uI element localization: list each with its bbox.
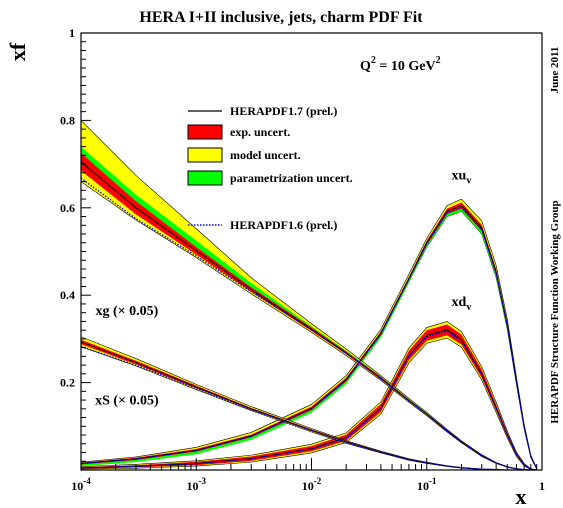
x-tick-label: 10-2 <box>302 476 322 493</box>
x-tick-label: 10-4 <box>71 476 91 493</box>
legend-label: exp. uncert. <box>230 125 290 139</box>
y-tick-label: 0.4 <box>60 288 75 302</box>
x-tick-label: 10-1 <box>417 476 437 493</box>
x-tick-label: 1 <box>539 479 545 493</box>
y-tick-label: 0.6 <box>60 201 75 215</box>
xdv-central-line <box>80 329 537 471</box>
y-tick-label: 1 <box>69 26 75 40</box>
x-axis-label: x <box>516 484 527 508</box>
xg-herapdf16-line <box>80 177 537 471</box>
series-labels: xuv xdv xg (× 0.05) xS (× 0.05) <box>95 168 471 408</box>
q2-annotation: Q2 = 10 GeV2 <box>360 55 441 74</box>
x-tick-label: 10-3 <box>187 476 207 493</box>
date-label: June 2011 <box>549 47 561 94</box>
xg-label: xg (× 0.05) <box>95 304 158 319</box>
xs-label: xS (× 0.05) <box>95 393 159 408</box>
working-group-label: HERAPDF Structure Function Working Group <box>549 200 561 423</box>
y-tick-label: 0.2 <box>60 376 75 390</box>
xuv-herapdf16-line <box>80 207 538 469</box>
legend-swatch <box>187 147 223 163</box>
legend-label: HERAPDF1.6 (prel.) <box>230 218 337 232</box>
y-axis-label: xf <box>5 42 30 61</box>
xdv-label: xdv <box>452 295 472 313</box>
legend-label: model uncert. <box>230 148 301 162</box>
y-axis-ticks: 0.2 0.4 0.6 0.8 1 <box>60 26 91 462</box>
legend-swatch <box>187 170 223 186</box>
legend-swatch <box>187 124 223 140</box>
chart-title: HERA I+II inclusive, jets, charm PDF Fit <box>139 9 423 26</box>
y-tick-label: 0.8 <box>60 113 75 127</box>
legend-label: HERAPDF1.7 (prel.) <box>230 104 337 118</box>
legend: HERAPDF1.7 (prel.) exp. uncert. model unce… <box>187 104 353 232</box>
x-axis-ticks: 10-4 10-3 10-2 10-1 1 <box>71 458 545 493</box>
xuv-label: xuv <box>452 168 472 186</box>
legend-label: parametrization uncert. <box>230 171 353 185</box>
